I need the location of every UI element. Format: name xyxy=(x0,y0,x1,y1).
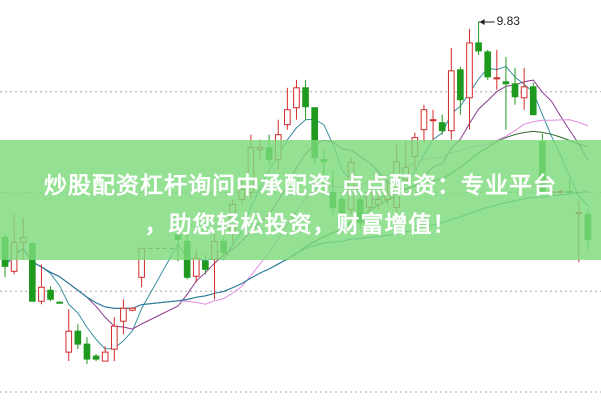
candle xyxy=(520,67,528,110)
candle-body xyxy=(110,325,118,350)
candle-body xyxy=(447,70,455,132)
candle-body xyxy=(511,83,519,98)
candle xyxy=(65,309,73,362)
candle xyxy=(447,47,455,140)
candle-body xyxy=(92,355,100,360)
candle xyxy=(284,87,291,130)
candle-body xyxy=(284,109,291,126)
candle xyxy=(293,79,300,120)
candle xyxy=(511,67,519,105)
candle-body xyxy=(429,119,437,122)
candle-body xyxy=(520,86,528,99)
candle-body xyxy=(56,301,63,304)
candle-body xyxy=(475,42,482,52)
ma5-line xyxy=(4,65,589,350)
banner-line-1: 炒股配资杠杆询问中承配资 点点配资：专业平台 xyxy=(43,173,557,199)
high-marker-arrow-icon xyxy=(479,18,485,25)
candle xyxy=(101,346,109,362)
candle xyxy=(302,79,309,120)
candle xyxy=(56,301,63,304)
candle xyxy=(110,317,118,362)
candle xyxy=(38,264,45,305)
candle-body xyxy=(466,42,473,99)
candle-body xyxy=(83,343,91,360)
candle xyxy=(429,109,437,140)
candle xyxy=(475,21,482,55)
candle xyxy=(502,56,510,130)
candle xyxy=(120,299,127,335)
candle xyxy=(438,114,446,135)
candle xyxy=(47,286,54,302)
candle-body xyxy=(293,87,300,109)
candle xyxy=(129,307,136,312)
candle-body xyxy=(101,351,109,362)
high-price-label: 9.83 xyxy=(496,13,520,28)
candle xyxy=(83,337,91,365)
candle-body xyxy=(47,289,54,300)
candle-body xyxy=(38,286,45,302)
candle-body xyxy=(420,109,428,131)
candle-body xyxy=(302,87,309,108)
candle xyxy=(484,49,492,80)
candle-body xyxy=(74,330,82,345)
candle-body xyxy=(120,307,127,322)
candle-body xyxy=(65,330,73,353)
candle xyxy=(529,82,537,116)
candle xyxy=(466,28,473,130)
candle-body xyxy=(438,122,446,132)
candle xyxy=(457,66,464,115)
candle xyxy=(92,354,100,362)
candle-body xyxy=(129,307,136,311)
candle-body xyxy=(192,257,200,277)
candle-body xyxy=(502,81,510,85)
candle-body xyxy=(457,69,464,101)
banner-line-2: ，助您轻松投资，财富增值！ xyxy=(144,212,457,238)
candle xyxy=(493,49,501,90)
candle xyxy=(74,324,82,350)
candle xyxy=(420,104,428,143)
candle-body xyxy=(493,77,501,80)
text-banner xyxy=(0,140,601,260)
candle-body xyxy=(484,51,492,78)
candle-body xyxy=(202,260,209,270)
candle-body xyxy=(529,86,537,116)
